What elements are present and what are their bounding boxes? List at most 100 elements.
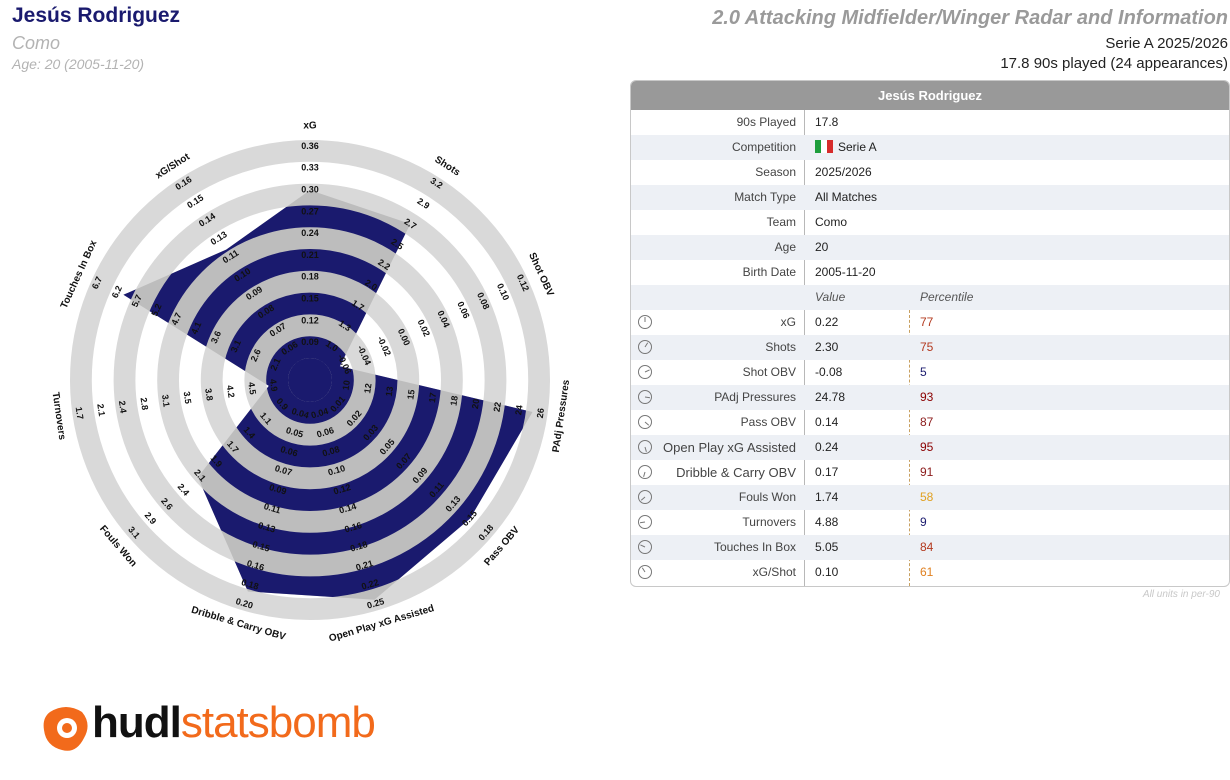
radar-tick-label: 3.8	[203, 388, 215, 402]
info-value: 2005-11-20	[815, 265, 876, 279]
player-name: Jesús Rodriguez	[12, 4, 181, 27]
dial-icon	[638, 465, 652, 479]
radar-tick-label: 5.2	[149, 302, 163, 318]
metric-row: Open Play xG Assisted 0.24 95	[631, 435, 1229, 460]
logo-hudl-text: hudl	[92, 698, 182, 747]
metric-percentile: 58	[920, 490, 934, 504]
radar-tick-label: 4.9	[268, 378, 280, 392]
radar-tick-label: 0.11	[263, 501, 282, 515]
info-value: 20	[815, 240, 829, 254]
info-row: Age 20	[631, 235, 1229, 260]
competition-season: Serie A 2025/2026	[1105, 35, 1228, 52]
radar-tick-label: 0.08	[321, 444, 341, 459]
metric-row: xG 0.22 77	[631, 310, 1229, 335]
metric-percentile: 93	[920, 390, 934, 404]
metric-label: Shot OBV	[742, 365, 796, 379]
radar-tick-label: 2.6	[249, 347, 263, 363]
info-value: Como	[815, 215, 848, 229]
dial-icon	[638, 515, 652, 529]
radar-tick-label: 0.18	[240, 577, 260, 592]
radar-tick-label: 1.7	[74, 406, 86, 420]
radar-axis-label: Turnovers	[50, 391, 68, 441]
radar-tick-label: 0.36	[301, 141, 319, 151]
radar-band	[69, 139, 551, 621]
hudl-statsbomb-logo: hudlstatsbomb	[40, 698, 380, 757]
metric-percentile: 61	[920, 565, 934, 579]
metric-row: Touches In Box 5.05 84	[631, 535, 1229, 560]
info-row: 90s Played 17.8	[631, 110, 1229, 135]
radar-tick-label: 2.8	[138, 397, 150, 411]
radar-tick-label: 4.1	[189, 320, 203, 336]
dial-icon	[638, 390, 652, 404]
metric-value: -0.08	[815, 365, 843, 379]
radar-tick-label: 6.2	[110, 284, 124, 300]
radar-tick-label: 0.25	[366, 596, 386, 611]
radar-tick-label: 2.4	[117, 400, 129, 414]
radar-tick-label: 0.18	[301, 272, 319, 282]
radar-tick-label: 0.15	[301, 293, 319, 303]
metric-label: xG	[780, 315, 796, 329]
info-label: Age	[774, 240, 796, 254]
radar-tick-label: 0.07	[274, 463, 294, 478]
metric-row: Dribble & Carry OBV 0.17 91	[631, 460, 1229, 485]
metric-label: xG/Shot	[752, 565, 796, 579]
info-label: Season	[755, 165, 796, 179]
radar-tick-label: 20	[470, 398, 481, 409]
metric-value: 5.05	[815, 540, 839, 554]
radar-tick-label: 0.12	[301, 315, 319, 325]
radar-tick-label: 0.24	[301, 228, 319, 238]
info-row: Competition Serie A	[631, 135, 1229, 160]
metric-percentile: 5	[920, 365, 927, 379]
dial-icon	[638, 540, 652, 554]
percentile-column-header: Percentile	[920, 290, 974, 304]
info-label: 90s Played	[736, 115, 796, 129]
radar-axis-label: Shots	[433, 154, 463, 179]
metric-value: 0.24	[815, 440, 839, 454]
metric-label: PAdj Pressures	[714, 390, 796, 404]
metric-value: 0.14	[815, 415, 839, 429]
age-line: Age: 20 (2005-11-20)	[12, 56, 145, 72]
info-label: Competition	[731, 140, 796, 154]
italy-flag-icon	[815, 137, 833, 153]
radar-tick-label: 0.06	[279, 444, 299, 459]
radar-tick-label: 0.09	[268, 482, 288, 497]
radar-tick-label: 24	[513, 404, 524, 415]
radar-tick-label: 6.7	[90, 275, 104, 291]
metric-value: 24.78	[815, 390, 846, 404]
metric-percentile: 9	[920, 515, 927, 529]
metric-row: Pass OBV 0.14 87	[631, 410, 1229, 435]
radar-tick-label: 0.22	[360, 577, 380, 592]
radar-tick-label: 0.10	[327, 463, 347, 478]
metric-percentile: 77	[920, 315, 934, 329]
radar-tick-label: 15	[405, 389, 416, 400]
info-row: Birth Date 2005-11-20	[631, 260, 1229, 285]
radar-tick-label: 13	[384, 386, 395, 397]
metric-percentile: 91	[920, 465, 934, 479]
radar-title: 2.0 Attacking Midfielder/Winger Radar an…	[712, 7, 1228, 29]
metric-row: xG/Shot 0.10 61	[631, 560, 1229, 585]
radar-tick-label: 0.27	[301, 206, 319, 216]
radar-tick-label: 10	[341, 380, 352, 391]
radar-tick-label: 0.16	[246, 558, 266, 573]
competition-value: Serie A	[838, 140, 877, 154]
radar-tick-label: 0.21	[301, 250, 319, 260]
radar-tick-label: 18	[449, 395, 460, 406]
info-row: Match Type All Matches	[631, 185, 1229, 210]
logo-mark-icon	[43, 707, 88, 751]
radar-tick-label: 4.7	[169, 311, 183, 327]
metric-label: Open Play xG Assisted	[663, 440, 796, 455]
radar-tick-label: 0.30	[301, 184, 319, 194]
value-column-header: Value	[815, 290, 846, 304]
metric-header-row: Value Percentile	[631, 285, 1229, 310]
metric-value: 4.88	[815, 515, 839, 529]
dial-icon	[638, 440, 652, 454]
radar-tick-label: 12	[362, 383, 373, 394]
metric-label: Dribble & Carry OBV	[676, 465, 796, 480]
radar-tick-label: 0.04	[290, 406, 310, 421]
radar-tick-label: 2.9	[415, 196, 431, 211]
radar-tick-label: 0.12	[332, 482, 352, 497]
metric-label: Fouls Won	[738, 490, 796, 504]
radar-tick-label: 2.1	[268, 356, 282, 372]
played-line: 17.8 90s played (24 appearances)	[1000, 55, 1228, 72]
metric-percentile: 95	[920, 440, 934, 454]
